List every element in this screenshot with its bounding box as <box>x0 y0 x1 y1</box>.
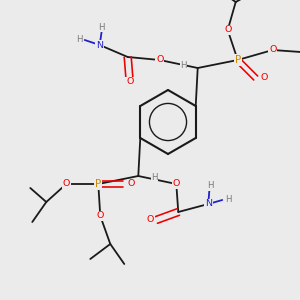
Text: O: O <box>269 46 276 55</box>
Text: O: O <box>156 56 164 64</box>
Text: H: H <box>225 194 232 203</box>
Text: O: O <box>97 212 104 220</box>
Text: P: P <box>95 179 101 189</box>
Text: O: O <box>172 179 180 188</box>
Text: O: O <box>224 26 231 34</box>
Text: O: O <box>260 74 267 82</box>
Text: H: H <box>151 173 158 182</box>
Text: H: H <box>207 182 214 190</box>
Text: N: N <box>205 200 212 208</box>
Text: O: O <box>128 179 135 188</box>
Text: N: N <box>96 40 103 50</box>
Text: H: H <box>98 22 105 32</box>
Text: H: H <box>76 34 83 43</box>
Text: H: H <box>181 61 187 70</box>
Text: O: O <box>147 215 154 224</box>
Text: O: O <box>63 179 70 188</box>
Text: P: P <box>235 55 241 65</box>
Text: O: O <box>126 77 134 86</box>
